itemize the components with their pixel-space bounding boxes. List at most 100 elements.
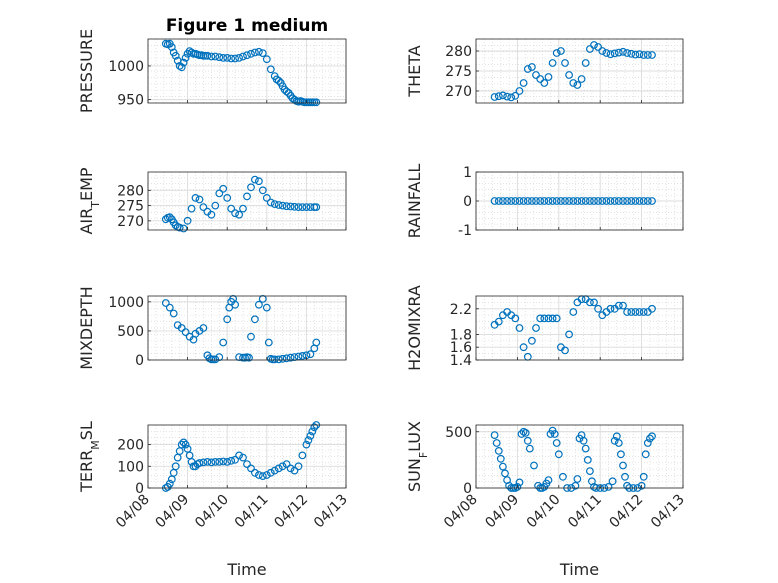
data-point <box>499 462 507 471</box>
data-point <box>606 197 615 205</box>
data-point <box>215 53 224 62</box>
data-point <box>565 71 573 79</box>
data-point <box>286 202 295 211</box>
figure-title: Figure 1 medium <box>166 16 328 36</box>
data-point <box>250 315 259 324</box>
data-point <box>561 197 569 205</box>
data-point <box>258 49 267 57</box>
data-point <box>536 75 545 83</box>
axes-box <box>147 424 347 489</box>
data-point <box>631 308 640 316</box>
data-point <box>519 197 528 205</box>
data-point <box>274 201 283 209</box>
data-point <box>501 469 509 478</box>
data-point <box>247 464 255 473</box>
data-point <box>227 204 236 213</box>
data-point <box>544 73 553 81</box>
y-tick-label: 1.8 <box>450 327 472 343</box>
y-tick-label: 950 <box>117 93 144 109</box>
y-tick-label: 1000 <box>108 59 144 75</box>
data-point <box>610 436 619 445</box>
data-point <box>239 204 247 213</box>
data-point <box>179 224 188 233</box>
subplot-2: 270 275 280 THETA <box>405 38 684 104</box>
y-axis-label-main: TERR <box>77 450 96 493</box>
x-tick-label: 04/10 <box>524 492 564 532</box>
data-point <box>312 98 321 107</box>
y-axis-label: PRESSURE <box>77 29 96 113</box>
data-point <box>187 204 196 213</box>
data-point <box>290 202 299 211</box>
data-point <box>639 308 648 316</box>
data-point <box>282 202 291 211</box>
x-tick-label: 04/09 <box>153 492 193 532</box>
data-point <box>215 458 224 466</box>
data-point <box>614 439 623 447</box>
data-point <box>490 431 499 440</box>
y-tick-label: 1.4 <box>450 353 472 369</box>
data-point <box>274 464 283 473</box>
data-point <box>604 483 613 491</box>
data-point <box>203 51 212 60</box>
data-point <box>239 52 247 61</box>
data-point <box>536 197 545 205</box>
data-point <box>494 317 503 326</box>
data-point <box>195 195 204 204</box>
data-point <box>177 440 186 449</box>
data-point <box>598 47 607 55</box>
data-point <box>179 438 188 447</box>
data-point <box>250 468 259 477</box>
data-point <box>177 324 186 332</box>
data-point <box>635 308 644 316</box>
data-point <box>183 216 192 225</box>
y-axis-label-subscript: F <box>417 452 430 458</box>
data-point <box>614 197 623 205</box>
subplot-1: 950 1000 PRESSURE Figure 1 medium <box>77 16 347 113</box>
data-point <box>161 299 170 307</box>
data-point <box>623 308 631 316</box>
data-point <box>557 197 565 205</box>
data-point <box>610 49 619 58</box>
data-point <box>614 301 623 310</box>
data-point <box>227 456 236 465</box>
data-point <box>274 355 283 364</box>
data-point <box>623 197 631 205</box>
data-point <box>245 353 253 362</box>
data-point <box>639 197 648 205</box>
data-point <box>571 481 580 490</box>
data-point <box>490 93 499 101</box>
data-point <box>511 197 520 205</box>
data-point <box>490 197 499 205</box>
data-point <box>262 55 271 64</box>
data-point <box>619 301 627 310</box>
data-point <box>577 75 586 83</box>
data-point <box>294 203 303 212</box>
data-point <box>171 462 180 471</box>
data-point <box>586 197 594 205</box>
data-point <box>494 92 503 101</box>
data-point <box>181 54 190 62</box>
data-point <box>532 71 540 79</box>
data-point <box>165 303 174 312</box>
subplot-7: 0 100 200 04/08 04/09 04/10 04/11 04/12 04/13 TER… <box>77 421 351 579</box>
data-point <box>235 210 244 219</box>
data-point <box>643 197 652 205</box>
data-point <box>646 434 654 443</box>
axes-box <box>475 295 684 361</box>
data-point <box>306 203 315 212</box>
data-point <box>175 223 184 232</box>
data-point <box>602 49 611 57</box>
data-point <box>211 52 220 61</box>
data-point <box>523 436 532 445</box>
y-tick-label: 275 <box>117 199 144 215</box>
data-point <box>278 354 287 363</box>
data-point <box>254 177 263 186</box>
data-point <box>523 65 532 73</box>
data-point <box>239 453 247 462</box>
subplot-5: 0 500 1000 MIXDEPTH <box>77 286 347 370</box>
data-point <box>532 197 540 205</box>
data-point <box>306 432 315 440</box>
y-tick-label: 500 <box>445 425 472 441</box>
y-axis-label: THETA <box>405 45 424 97</box>
